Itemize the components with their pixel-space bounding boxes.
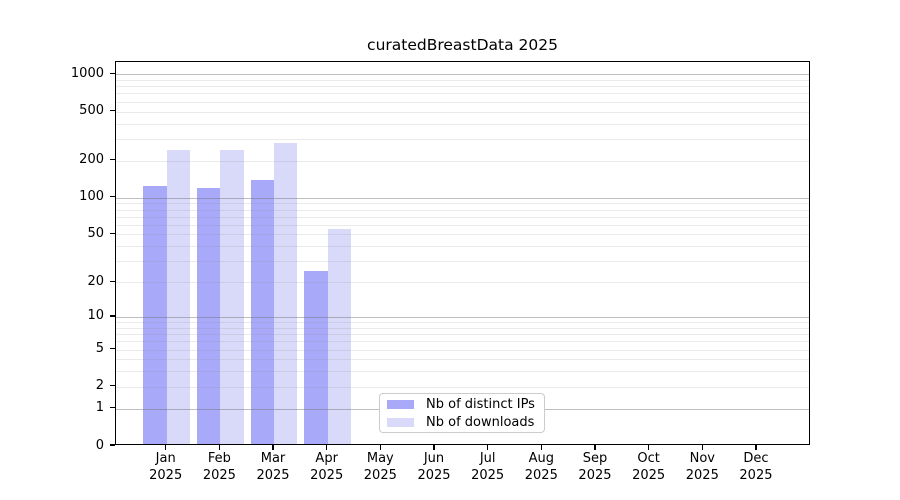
major-gridline bbox=[116, 197, 809, 199]
x-tick-label: Sep 2025 bbox=[578, 451, 612, 483]
x-tick-label: Oct 2025 bbox=[632, 451, 666, 483]
minor-gridline bbox=[116, 359, 809, 361]
major-gridline bbox=[116, 316, 809, 318]
y-tick-mark bbox=[110, 109, 115, 112]
x-tick-label: Mar 2025 bbox=[256, 451, 290, 483]
legend-item-downloads: Nb of downloads bbox=[387, 416, 544, 429]
minor-gridline bbox=[116, 261, 809, 263]
bar-jan-downloads bbox=[166, 150, 191, 444]
chart-title: curatedBreastData 2025 bbox=[367, 36, 558, 54]
y-tick-label: 100 bbox=[79, 189, 104, 205]
x-tick-mark bbox=[594, 445, 596, 450]
minor-gridline bbox=[116, 246, 809, 248]
y-tick-mark bbox=[110, 280, 115, 282]
minor-gridline bbox=[116, 101, 809, 103]
minor-gridline bbox=[116, 234, 809, 236]
minor-gridline bbox=[116, 93, 809, 95]
minor-gridline bbox=[116, 79, 809, 81]
y-tick-mark bbox=[110, 196, 115, 198]
x-tick-mark bbox=[165, 445, 167, 450]
y-tick-mark bbox=[110, 159, 115, 161]
minor-gridline bbox=[116, 371, 809, 373]
x-tick-mark bbox=[540, 445, 542, 450]
legend-label-distinct-ips: Nb of distinct IPs bbox=[426, 396, 535, 412]
y-tick-label: 1000 bbox=[70, 65, 104, 81]
y-tick-mark bbox=[110, 232, 115, 235]
minor-gridline bbox=[116, 334, 809, 336]
bar-mar-downloads bbox=[274, 142, 298, 444]
x-tick-mark bbox=[755, 445, 757, 450]
x-tick-label: Aug 2025 bbox=[524, 451, 558, 483]
legend-label-downloads: Nb of downloads bbox=[426, 414, 535, 430]
minor-gridline bbox=[116, 138, 809, 140]
minor-gridline bbox=[116, 111, 809, 113]
x-tick-label: Feb 2025 bbox=[202, 451, 236, 483]
major-gridline bbox=[116, 74, 809, 76]
x-tick-label: Jan 2025 bbox=[149, 451, 183, 483]
minor-gridline bbox=[116, 216, 809, 218]
bar-jan-distinct-ips bbox=[143, 186, 167, 444]
minor-gridline bbox=[116, 123, 809, 125]
y-tick-mark bbox=[110, 407, 115, 409]
x-tick-label: Jun 2025 bbox=[417, 451, 451, 483]
y-tick-mark bbox=[110, 315, 115, 317]
minor-gridline bbox=[116, 327, 809, 329]
bar-apr-downloads bbox=[327, 229, 352, 444]
distinct-ips-swatch-icon bbox=[387, 399, 414, 409]
y-tick-mark bbox=[110, 72, 115, 74]
x-tick-mark bbox=[487, 445, 489, 450]
x-tick-mark bbox=[272, 445, 274, 450]
y-tick-mark bbox=[110, 385, 115, 387]
x-tick-label: Apr 2025 bbox=[310, 451, 344, 483]
y-tick-label: 10 bbox=[87, 308, 104, 324]
y-tick-label: 5 bbox=[95, 341, 104, 357]
y-tick-mark bbox=[110, 444, 115, 446]
x-tick-label: Jul 2025 bbox=[471, 451, 505, 483]
minor-gridline bbox=[116, 349, 809, 351]
y-tick-label: 50 bbox=[87, 225, 104, 241]
bar-apr-distinct-ips bbox=[304, 270, 328, 444]
x-tick-mark bbox=[433, 445, 435, 450]
x-tick-label: Nov 2025 bbox=[685, 451, 719, 483]
minor-gridline bbox=[116, 224, 809, 226]
y-tick-label: 1 bbox=[95, 400, 104, 416]
y-tick-label: 2 bbox=[95, 378, 104, 394]
minor-gridline bbox=[116, 86, 809, 88]
x-tick-mark bbox=[648, 445, 650, 450]
minor-gridline bbox=[116, 209, 809, 211]
y-tick-label: 20 bbox=[87, 273, 104, 289]
x-tick-mark bbox=[701, 445, 703, 450]
x-tick-mark bbox=[326, 445, 328, 450]
legend-item-distinct-ips: Nb of distinct IPs bbox=[387, 398, 544, 411]
x-tick-label: Dec 2025 bbox=[739, 451, 773, 483]
bar-mar-distinct-ips bbox=[250, 179, 274, 444]
minor-gridline bbox=[116, 341, 809, 343]
y-tick-label: 200 bbox=[79, 152, 104, 168]
y-tick-label: 500 bbox=[79, 103, 104, 119]
plot-area bbox=[115, 61, 810, 445]
y-tick-mark bbox=[110, 348, 115, 350]
x-tick-mark bbox=[218, 445, 220, 450]
minor-gridline bbox=[116, 386, 809, 388]
downloads-swatch-icon bbox=[387, 417, 414, 427]
x-tick-label: May 2025 bbox=[363, 451, 397, 483]
bar-feb-distinct-ips bbox=[196, 187, 221, 444]
minor-gridline bbox=[116, 160, 809, 162]
minor-gridline bbox=[116, 282, 809, 284]
y-tick-label: 0 bbox=[95, 437, 104, 453]
minor-gridline bbox=[116, 203, 809, 205]
bar-feb-downloads bbox=[220, 150, 244, 444]
x-tick-mark bbox=[379, 445, 381, 450]
minor-gridline bbox=[116, 322, 809, 324]
legend: Nb of distinct IPs Nb of downloads bbox=[379, 393, 545, 433]
